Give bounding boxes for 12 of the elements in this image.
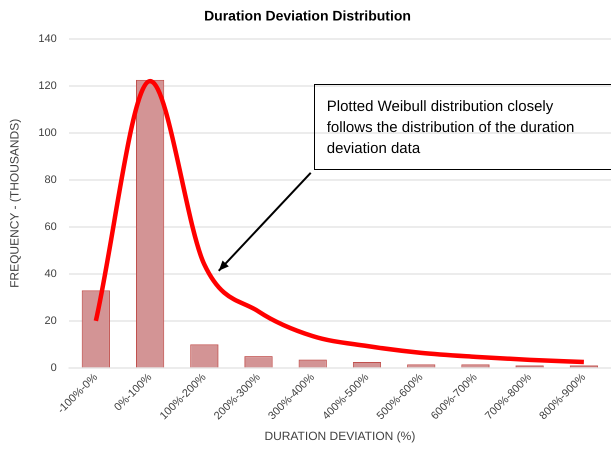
- y-tick-label: 20: [44, 314, 57, 327]
- y-axis-title: FREQUENCY - (THOUSANDS): [8, 118, 22, 288]
- chart-title: Duration Deviation Distribution: [204, 7, 411, 24]
- annotation: Plotted Weibull distribution closely follows the distribution of the duration deviation data: [326, 96, 576, 159]
- y-tick-label: 120: [38, 80, 57, 92]
- y-tick-label: 80: [44, 174, 57, 186]
- x-axis-title: DURATION DEVIATION (%): [264, 429, 416, 444]
- y-tick-label: 140: [38, 32, 57, 45]
- y-tick-label: 60: [44, 220, 57, 233]
- y-tick-label: 0: [50, 362, 57, 374]
- y-tick-label: 100: [38, 126, 57, 139]
- y-tick-label: 40: [44, 268, 57, 280]
